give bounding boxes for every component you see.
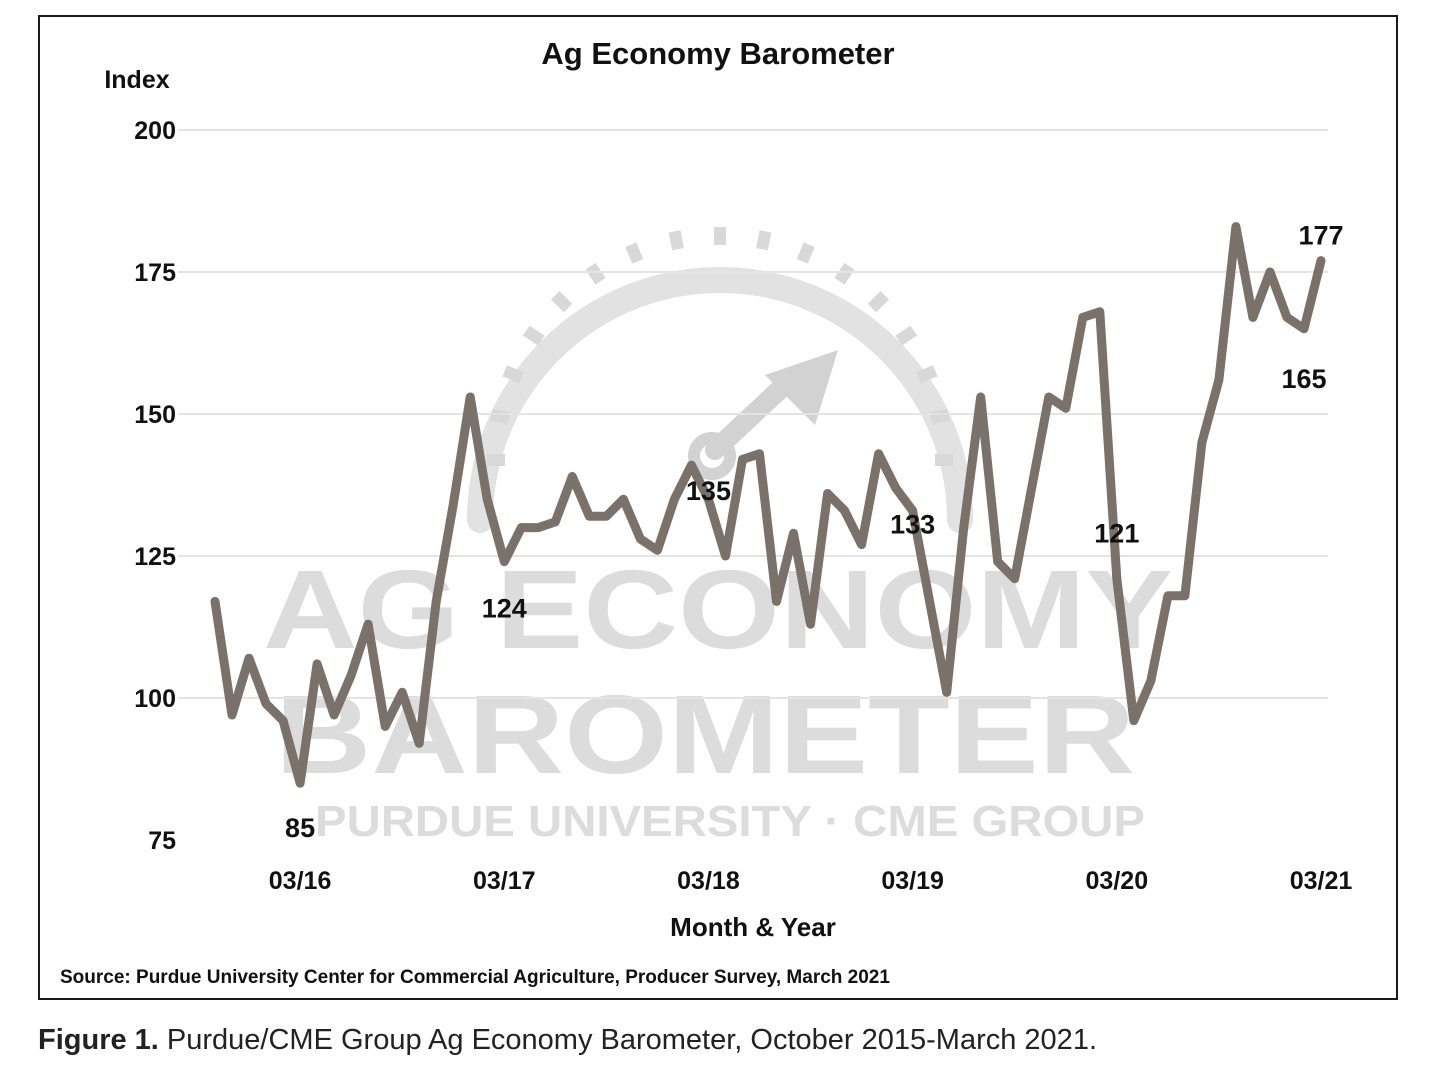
chart-frame: [38, 15, 1398, 1000]
series-layer: [210, 222, 1326, 788]
gauge-tick: [834, 262, 855, 285]
x-tick-label: 03/20: [1086, 867, 1149, 895]
x-tick-label: 03/19: [881, 867, 944, 895]
gauge-tick: [585, 262, 606, 285]
gauge-hub: [688, 432, 736, 480]
gauge-tick: [756, 230, 772, 251]
y-axis-ticks: 75 100 125 150 175 200: [134, 117, 176, 855]
source-note: Source: Purdue University Center for Com…: [60, 967, 890, 988]
y-tick-label: 175: [134, 259, 176, 287]
gauge-tick: [490, 408, 511, 424]
caption-text: Purdue/CME Group Ag Economy Barometer, O…: [158, 1024, 1097, 1056]
gauge-tick: [502, 365, 524, 384]
gauge-arc: [467, 267, 973, 533]
y-tick-label: 125: [134, 543, 176, 571]
y-axis-label: Index: [104, 66, 169, 94]
chart-title: Ag Economy Barometer: [541, 36, 894, 71]
gauge-tick: [796, 242, 815, 264]
gauge-tick: [867, 291, 889, 313]
y-tick-label: 100: [134, 685, 176, 713]
gauge-tick: [668, 230, 684, 251]
gauge-ticks: [487, 227, 953, 466]
gauge-tick: [551, 291, 573, 313]
data-label: 177: [1298, 221, 1343, 251]
gauge-tick: [625, 242, 644, 264]
data-label: 135: [686, 476, 731, 506]
x-tick-label: 03/17: [473, 867, 536, 895]
gridlines: [178, 129, 1328, 699]
gauge-tick: [929, 408, 950, 424]
x-tick-label: 03/18: [677, 867, 740, 895]
gauge-tick: [522, 325, 545, 346]
data-label: 165: [1281, 364, 1326, 394]
watermark-line-1: AG ECONOMY: [263, 547, 1173, 672]
x-tick-label: 03/21: [1290, 867, 1353, 895]
y-tick-label: 200: [134, 117, 176, 145]
caption-prefix: Figure 1.: [38, 1024, 159, 1056]
gauge-tick: [916, 365, 938, 384]
data-label: 124: [482, 594, 527, 624]
x-tick-label: 03/16: [269, 867, 332, 895]
figure-caption: Figure 1. Purdue/CME Group Ag Economy Ba…: [38, 1024, 1097, 1057]
x-axis-label: Month & Year: [670, 912, 836, 942]
data-label: 133: [890, 510, 935, 540]
x-axis-ticks: 03/16 03/17 03/18 03/19 03/20 03/21: [269, 867, 1353, 895]
y-tick-label: 75: [148, 827, 176, 855]
gauge-needle-head: [765, 350, 838, 425]
y-tick-label: 150: [134, 401, 176, 429]
gauge-tick: [895, 325, 918, 346]
data-label: 121: [1094, 519, 1139, 549]
series-line: [210, 222, 1326, 788]
data-labels: 85 124 135 133 121 165 177: [285, 221, 1343, 844]
data-label: 85: [285, 813, 315, 843]
watermark-line-3: PURDUE UNIVERSITY · CME GROUP: [315, 797, 1145, 846]
